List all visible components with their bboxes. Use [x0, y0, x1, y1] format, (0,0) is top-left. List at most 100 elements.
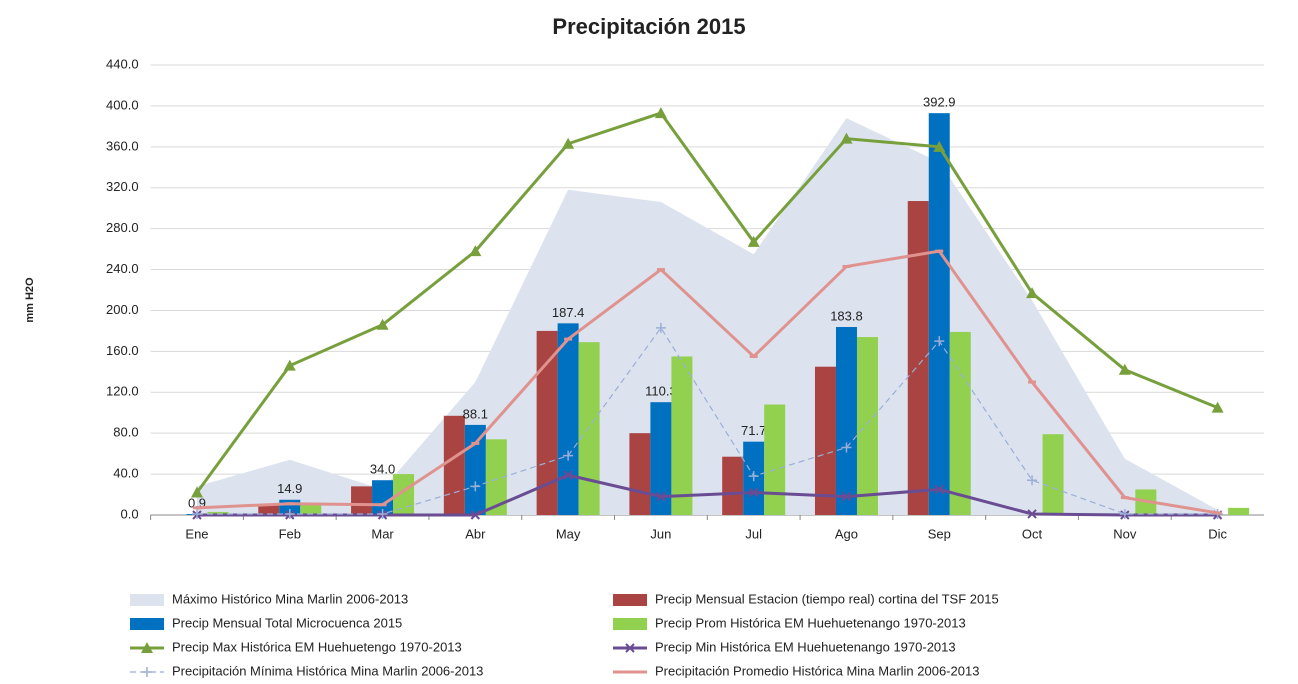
bar — [1228, 507, 1250, 515]
bar — [722, 456, 744, 515]
line — [196, 473, 1218, 517]
line-marker — [1119, 508, 1130, 519]
legend-swatch — [130, 594, 164, 606]
bar — [764, 404, 786, 515]
line-marker — [469, 245, 482, 257]
x-tick-label: Nov — [1113, 526, 1137, 541]
data-label: 110.3 — [645, 384, 677, 399]
y-tick-label: 40.0 — [113, 466, 138, 481]
y-tick-label: 240.0 — [106, 261, 139, 276]
data-label: 392.9 — [923, 95, 956, 110]
line-marker — [1118, 363, 1131, 375]
legend-label: Precip Min Histórica EM Huehuetenango 19… — [655, 639, 956, 654]
y-tick-label: 200.0 — [106, 302, 139, 317]
line-marker — [1027, 509, 1037, 519]
y-axis-label: mm H2O — [24, 277, 36, 323]
line-marker — [563, 450, 574, 461]
data-label: 88.1 — [463, 406, 488, 421]
legend-label: Precipitación Promedio Histórica Mina Ma… — [655, 663, 979, 678]
line-marker — [1211, 401, 1224, 413]
line-marker — [933, 140, 946, 152]
x-tick-label: Oct — [1022, 526, 1043, 541]
data-label: 183.8 — [830, 308, 863, 323]
line-marker — [840, 132, 853, 144]
line-marker — [376, 318, 389, 330]
data-label: 34.0 — [370, 462, 395, 477]
bar — [300, 504, 322, 515]
bar — [1042, 434, 1064, 515]
line-marker — [655, 322, 666, 333]
y-tick-label: 280.0 — [106, 220, 139, 235]
line-marker — [654, 107, 667, 119]
line-marker — [1027, 475, 1038, 486]
line-marker — [748, 487, 759, 498]
data-label: 14.9 — [277, 481, 302, 496]
y-tick-label: 320.0 — [106, 179, 139, 194]
bar — [393, 474, 415, 515]
bar — [907, 201, 929, 516]
y-tick-label: 400.0 — [106, 97, 139, 112]
bar — [650, 402, 672, 515]
bar — [536, 330, 558, 515]
line — [195, 111, 1219, 494]
line-marker — [1026, 287, 1039, 299]
line-marker — [747, 235, 760, 247]
line-marker — [841, 491, 852, 502]
bar — [629, 433, 651, 515]
x-tick-label: Dic — [1208, 526, 1227, 541]
bar — [671, 356, 693, 515]
line-marker — [470, 510, 481, 520]
line-marker — [377, 508, 388, 519]
bar — [485, 439, 507, 515]
chart-title: Precipitación 2015 — [552, 14, 745, 39]
y-tick-label: 160.0 — [106, 343, 139, 358]
bar — [578, 342, 600, 515]
x-tick-label: Jul — [745, 526, 762, 541]
x-tick-label: Ago — [835, 526, 858, 541]
x-tick-label: Feb — [279, 526, 301, 541]
line-marker — [283, 359, 296, 371]
y-tick-label: 120.0 — [106, 384, 139, 399]
legend-label: Precipitación Mínima Histórica Mina Marl… — [172, 663, 483, 678]
x-tick-label: Abr — [465, 526, 486, 541]
line — [196, 249, 1218, 515]
bar — [928, 113, 950, 515]
line-marker — [190, 486, 203, 498]
bar — [856, 337, 878, 515]
bar — [557, 323, 579, 515]
line-marker — [563, 470, 573, 480]
bar — [258, 504, 280, 515]
bar — [351, 486, 373, 515]
legend-label: Precip Prom Histórica EM Huehuetenango 1… — [655, 615, 966, 630]
legend-swatch — [130, 618, 164, 630]
x-tick-label: May — [556, 526, 581, 541]
legend-label: Precip Mensual Total Microcuenca 2015 — [172, 615, 402, 630]
legend-label: Precip Mensual Estacion (tiempo real) co… — [655, 591, 999, 606]
x-tick-label: Sep — [928, 526, 951, 541]
y-tick-label: 440.0 — [106, 56, 139, 71]
bar — [464, 424, 486, 515]
line-marker — [191, 508, 202, 519]
x-tick-label: Jun — [650, 526, 671, 541]
line-marker — [284, 508, 295, 519]
bar — [443, 415, 465, 515]
legend-swatch — [613, 618, 647, 630]
legend-marker — [142, 667, 152, 677]
legend-swatch — [613, 594, 647, 606]
legend-marker — [141, 642, 153, 653]
line-marker — [748, 471, 759, 482]
x-tick-label: Mar — [371, 526, 394, 541]
line-marker — [934, 336, 945, 347]
legend-marker — [625, 643, 635, 653]
data-label: 71.7 — [741, 423, 766, 438]
legend-label: Precip Max Histórica EM Huehuetengo 1970… — [172, 639, 462, 654]
bar — [835, 327, 857, 515]
y-tick-label: 80.0 — [113, 425, 138, 440]
line-marker — [656, 491, 666, 502]
line — [196, 326, 1218, 515]
data-label: 187.4 — [552, 305, 585, 320]
bar — [372, 480, 394, 515]
bar — [949, 331, 971, 515]
x-tick-label: Ene — [185, 526, 208, 541]
